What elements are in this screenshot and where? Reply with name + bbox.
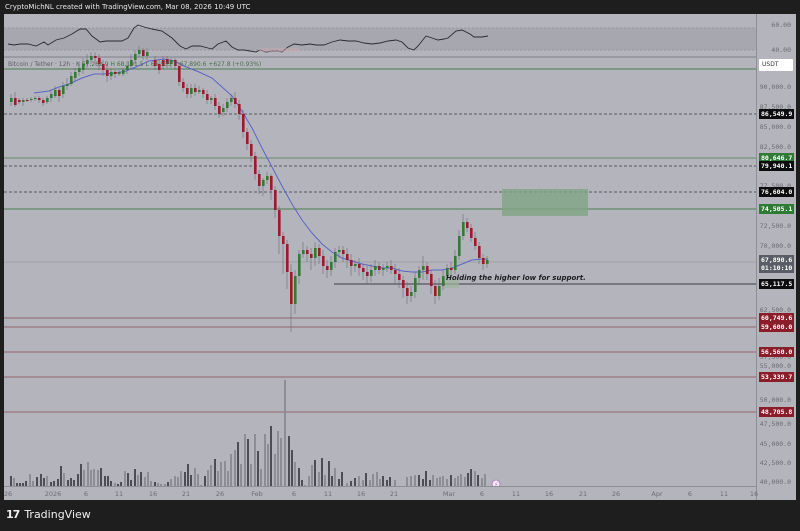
time-axis-tick: 26 (215, 490, 225, 498)
chart-canvas: ⚡ (4, 14, 756, 489)
price-level-tag: 65,117.5 (759, 279, 795, 289)
time-axis-tick: 26 (611, 490, 621, 498)
time-axis-tick: 11 (719, 490, 729, 498)
price-level-tag: 79,940.1 (759, 161, 795, 171)
time-axis-tick: 6 (83, 490, 89, 498)
price-axis-tick: 57,500.0 (759, 353, 791, 361)
price-level-tag: 67,890.6 01:10:10 (759, 255, 795, 273)
chart-legend: Bitcoin / Tether · 12h · K 67,262.9 H 68… (8, 61, 261, 68)
currency-button[interactable]: USDT (759, 59, 793, 71)
time-axis-tick: 6 (687, 490, 693, 498)
price-axis-tick: 70,000.0 (759, 242, 791, 250)
price-level-tag: 86,549.9 (759, 109, 795, 119)
price-axis-tick: 85,000.0 (759, 123, 791, 131)
chart-caption: CryptoMichNL created with TradingView.co… (5, 3, 251, 11)
time-axis-tick: 21 (181, 490, 191, 498)
price-axis[interactable]: USDT 60.00 40.00 90,000.0 87,500.0 85,000.0 8… (756, 14, 797, 500)
time-axis-tick: 2026 (44, 490, 62, 498)
time-axis-tick: 26 (3, 490, 13, 498)
time-axis-tick: 11 (114, 490, 124, 498)
price-level-tag: 56,560.0 (759, 347, 795, 357)
price-level-tag: 53,339.7 (759, 372, 795, 382)
price-axis-tick: 55,000.0 (759, 362, 791, 370)
price-axis-tick: 40.00 (771, 46, 791, 54)
tradingview-logo-icon: 17 (6, 508, 20, 521)
time-axis-tick: Feb (251, 490, 263, 498)
price-axis-tick: 90,000.0 (759, 83, 791, 91)
price-level-tag: 74,505.1 (759, 204, 795, 214)
price-axis-tick: 82,500.0 (759, 143, 791, 151)
svg-text:⚡: ⚡ (494, 482, 498, 487)
price-level-tag: 48,705.8 (759, 407, 795, 417)
tradingview-footer: 17 TradingView (6, 508, 91, 521)
chart-plot-area[interactable]: ⚡ Bitcoin / Tether · 12h · K 67,262.9 H … (4, 14, 756, 489)
price-axis-tick: 42,500.0 (759, 459, 791, 467)
price-axis-tick: 72,500.0 (759, 222, 791, 230)
time-axis-tick: 21 (578, 490, 588, 498)
price-axis-tick: 40,000.0 (759, 478, 791, 486)
time-axis-tick: Mar (442, 490, 456, 498)
price-axis-tick: 45,000.0 (759, 440, 791, 448)
time-axis-tick: 11 (323, 490, 333, 498)
time-axis-tick: 16 (356, 490, 366, 498)
price-axis-tick: 50,000.0 (759, 396, 791, 404)
chart-frame[interactable]: ⚡ Bitcoin / Tether · 12h · K 67,262.9 H … (4, 14, 796, 500)
price-axis-tick: 77,500.0 (759, 182, 791, 190)
time-axis-tick: 6 (479, 490, 485, 498)
time-axis-tick: Apr (651, 490, 663, 498)
time-axis[interactable]: 26 2026 6 11 16 21 26 Feb 6 11 16 21 Mar 6 11 16 21 26 Apr… (3, 486, 759, 501)
chart-annotation[interactable]: Holding the higher low for support. (446, 274, 586, 282)
price-axis-tick: 60.00 (771, 21, 791, 29)
price-level-tag: 80,646.7 (759, 153, 795, 163)
time-axis-tick: 16 (749, 490, 759, 498)
time-axis-tick: 16 (544, 490, 554, 498)
time-axis-tick: 16 (148, 490, 158, 498)
tradingview-brand: TradingView (24, 508, 91, 521)
price-level-tag: 60,749.6 (759, 313, 795, 323)
time-axis-tick: 11 (511, 490, 521, 498)
symbol-label: Bitcoin / Tether · 12h · (8, 61, 75, 68)
price-axis-tick: 47,500.0 (759, 420, 791, 428)
time-axis-tick: 6 (291, 490, 297, 498)
price-axis-tick: 87,500.0 (759, 103, 791, 111)
time-axis-tick: 21 (389, 490, 399, 498)
price-axis-tick: 62,500.0 (759, 306, 791, 314)
price-level-tag: 76,604.0 (759, 187, 795, 197)
ohlc-values: K 67,262.9 H 68,191.5 L 66,535 C 67,890.… (75, 61, 262, 68)
price-level-tag: 59,600.0 (759, 322, 795, 332)
